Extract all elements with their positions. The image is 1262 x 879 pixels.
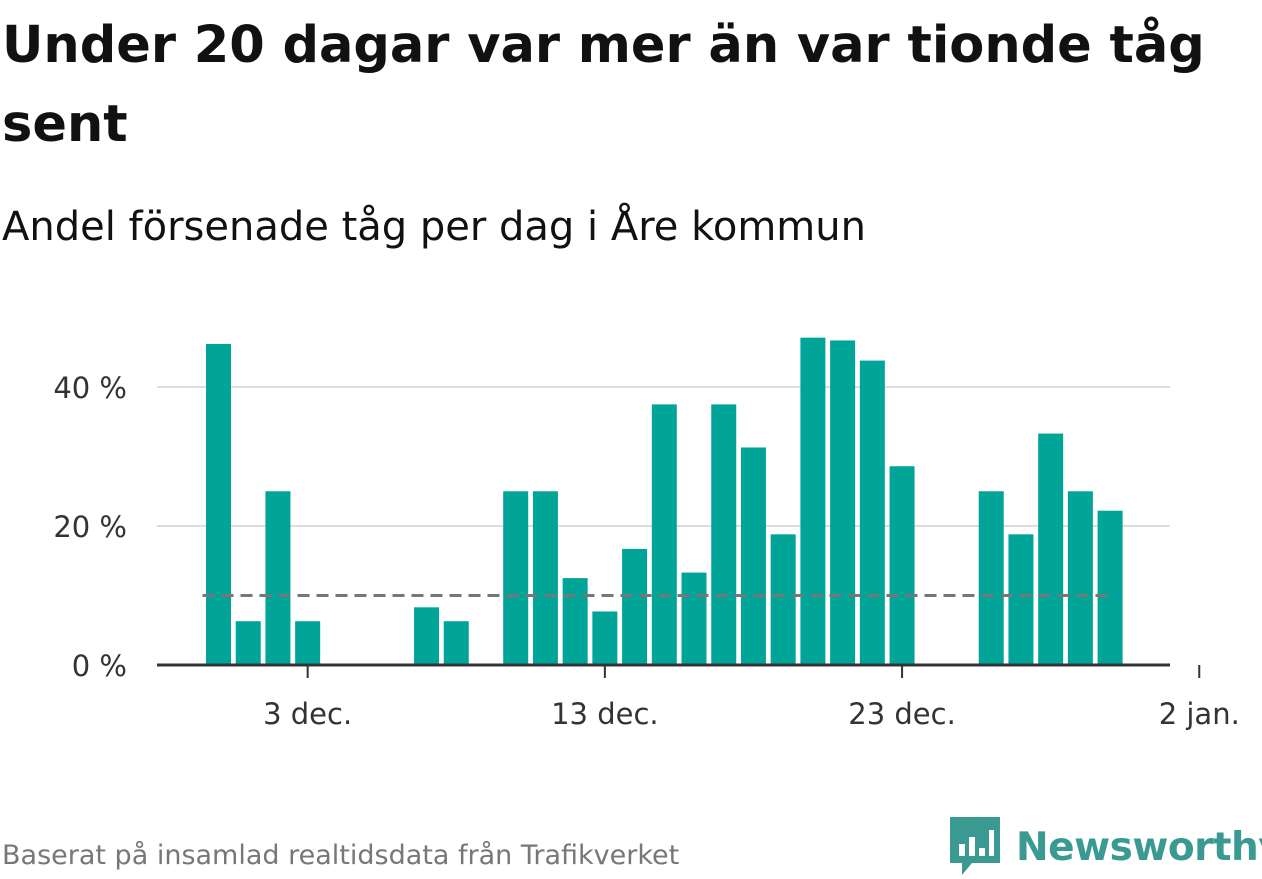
y-tick-label: 20 % bbox=[53, 510, 127, 544]
bar-2023-12-16 bbox=[681, 572, 707, 665]
bar-2023-12-29 bbox=[1067, 491, 1093, 665]
bars bbox=[206, 337, 1123, 665]
bar-2023-12-15 bbox=[651, 404, 677, 665]
bar-2023-12-19 bbox=[770, 534, 796, 665]
bar-2023-12-17 bbox=[711, 404, 737, 665]
bar-2023-12-18 bbox=[740, 447, 766, 665]
bar-2023-12-30 bbox=[1097, 510, 1123, 665]
axes: 0 % 20 % 40 % 3 dec. 13 dec. 23 dec. 2 jan. bbox=[53, 371, 1240, 731]
x-tick-label: 3 dec. bbox=[263, 697, 352, 731]
bar-2023-12-14 bbox=[622, 548, 648, 665]
bar-2023-12-28 bbox=[1038, 433, 1064, 665]
bar-2023-12-23 bbox=[889, 466, 915, 665]
bar-2023-12-07 bbox=[414, 607, 440, 665]
bar-2023-12-27 bbox=[1008, 534, 1034, 665]
bar-2023-12-10 bbox=[503, 491, 529, 665]
bar-2023-12-22 bbox=[859, 360, 885, 665]
brand-logo[interactable]: Newsworthy bbox=[950, 817, 1262, 877]
bar-2023-12-08 bbox=[443, 621, 469, 665]
y-tick-label: 0 % bbox=[72, 649, 127, 683]
chart-title: Under 20 dagar var mer än var tionde tåg… bbox=[2, 16, 1205, 154]
bar-2023-12-11 bbox=[532, 491, 558, 665]
x-tick-label: 23 dec. bbox=[848, 697, 956, 731]
chart-subtitle: Andel försenade tåg per dag i Åre kommun bbox=[2, 204, 866, 250]
newsworthy-logo-icon bbox=[950, 817, 1000, 875]
x-tick-label: 2 jan. bbox=[1159, 697, 1240, 731]
brand-name: Newsworthy bbox=[1016, 824, 1262, 870]
y-tick-label: 40 % bbox=[53, 371, 127, 405]
source-note: Baserat på insamlad realtidsdata från Tr… bbox=[2, 840, 680, 871]
bar-2023-11-30 bbox=[206, 343, 231, 665]
bar-2023-12-21 bbox=[830, 340, 856, 665]
bar-2023-12-20 bbox=[800, 337, 826, 665]
bar-2023-12-26 bbox=[978, 491, 1004, 665]
bar-2023-12-12 bbox=[562, 578, 588, 665]
x-tick-label: 13 dec. bbox=[551, 697, 659, 731]
bar-2023-12-02 bbox=[265, 491, 291, 665]
bar-2023-12-01 bbox=[235, 621, 261, 665]
bar-2023-12-13 bbox=[592, 611, 618, 665]
bar-2023-12-03 bbox=[295, 621, 321, 665]
